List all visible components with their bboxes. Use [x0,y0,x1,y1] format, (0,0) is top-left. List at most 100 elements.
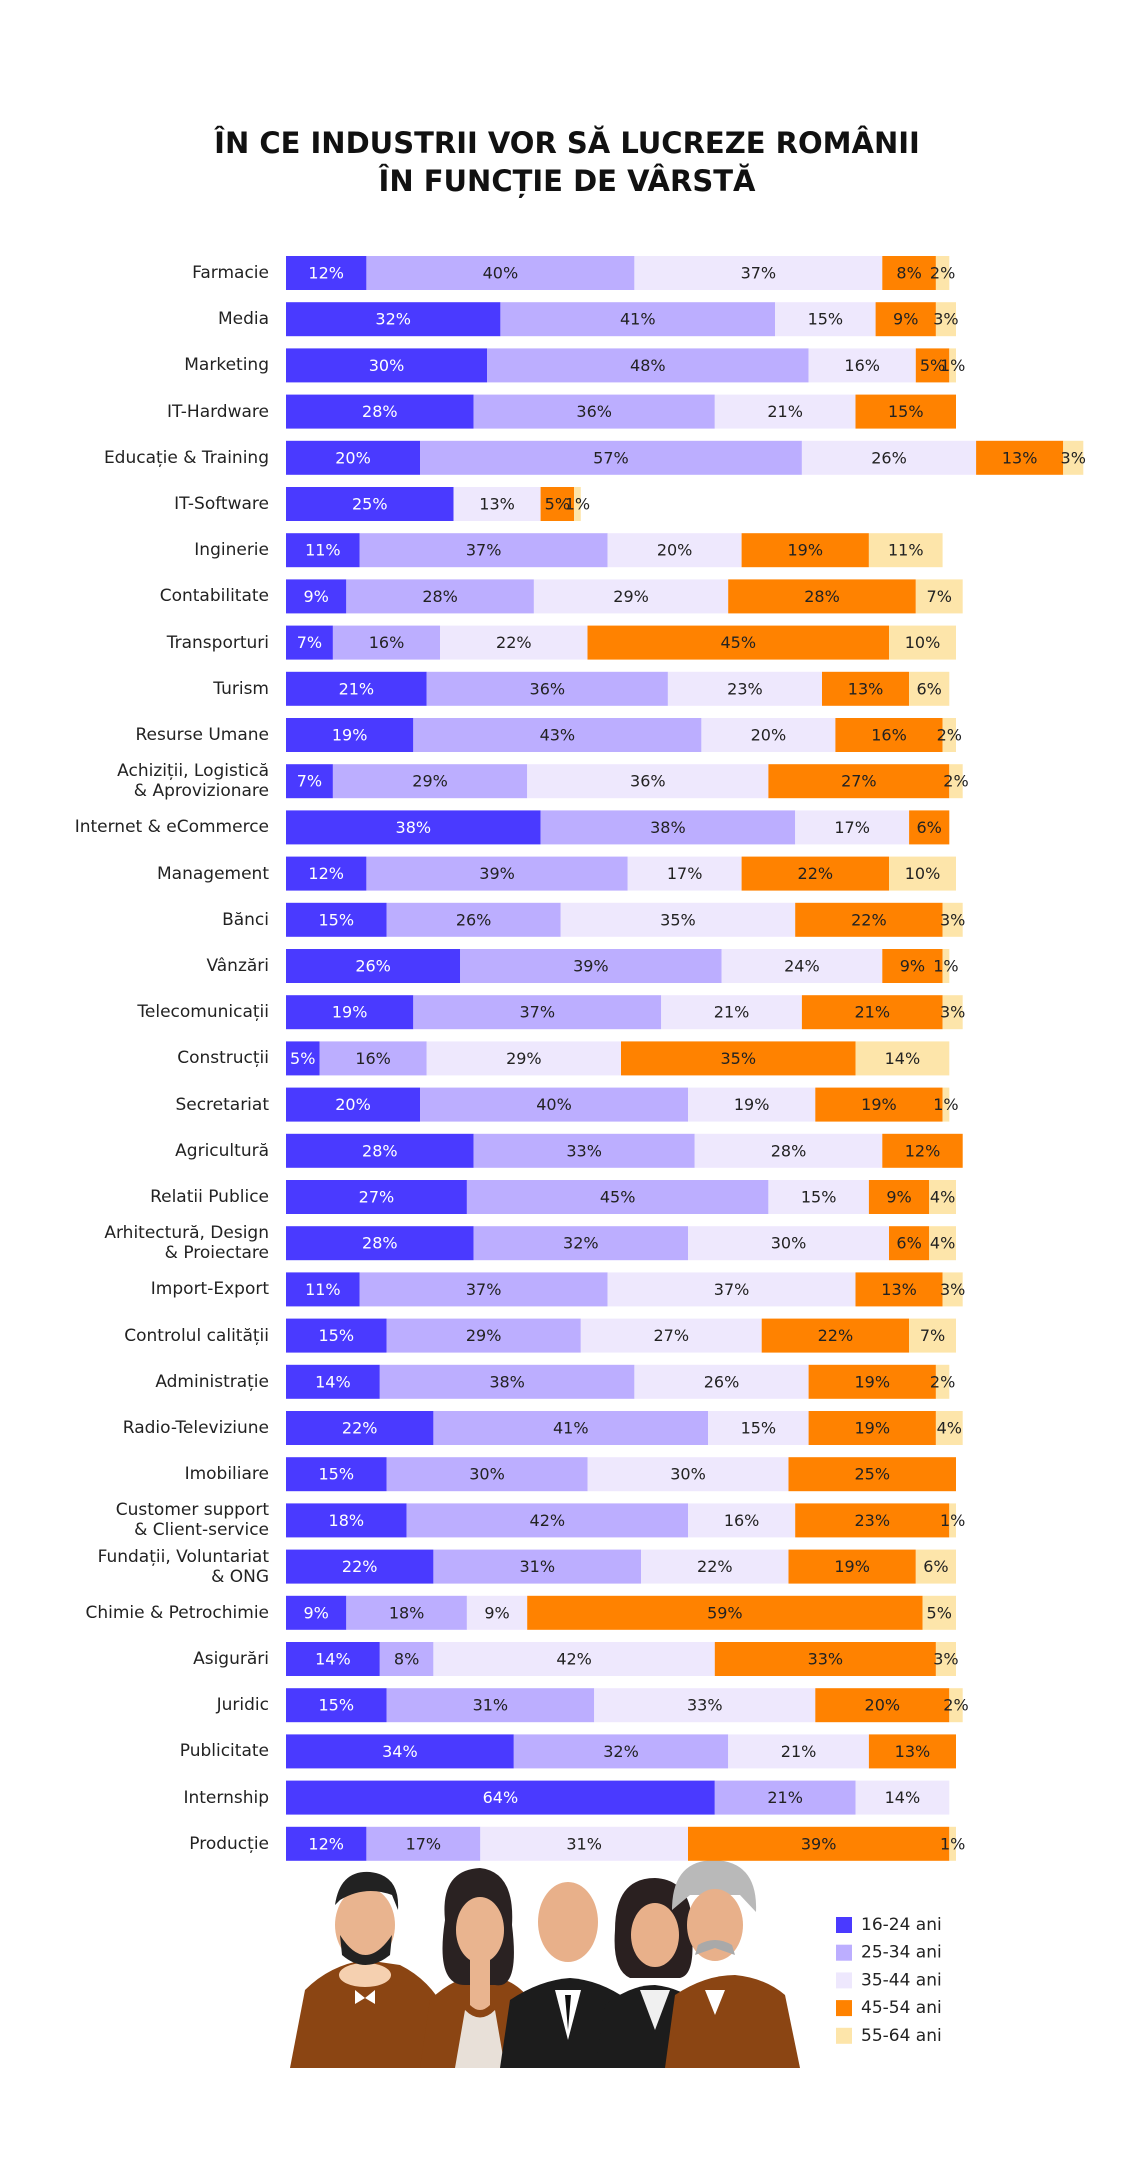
data-label: 16% [369,633,405,652]
data-label: 13% [881,1280,917,1299]
data-label: 14% [885,1049,921,1068]
data-label: 41% [620,310,656,329]
data-label: 18% [389,1603,425,1622]
data-label: 38% [396,818,432,837]
data-label: 36% [630,772,666,791]
bar-segment [855,394,956,429]
data-label: 25% [854,1465,890,1484]
data-label: 3% [940,1003,965,1022]
category-label: Fundații, Voluntariat & ONG [97,1546,269,1587]
bar-segment [406,1503,688,1538]
bar-segment [868,1734,956,1769]
bar-segment [949,348,956,383]
bar-segment [1063,440,1084,475]
bar-segment [413,995,662,1030]
data-label: 3% [933,1650,958,1669]
bar-segment [286,856,367,891]
data-label: 45% [600,1188,636,1207]
legend-label: 25-34 ani [861,1943,942,1963]
data-label: 24% [784,957,820,976]
data-label: 9% [900,957,925,976]
data-label: 1% [940,356,965,375]
data-label: 26% [456,910,492,929]
category-label: Resurse Umane [135,725,269,745]
bar-segment [768,1180,869,1214]
bar-segment [855,1780,950,1815]
bar-segment [889,625,956,660]
bar-segment [855,1041,950,1076]
data-label: 14% [315,1372,351,1391]
bar-segment [286,579,347,614]
bar-segment [513,1734,729,1769]
data-label: 59% [707,1603,743,1622]
bar-segment [286,348,487,383]
data-label: 16% [724,1511,760,1530]
data-label: 28% [804,587,840,606]
bar-segment [741,856,889,891]
legend-label: 45-54 ani [861,1998,942,2018]
legend-label: 35-44 ani [861,1970,942,1990]
bar-segment [935,1364,950,1399]
bar-segment [768,764,950,799]
bar-segment [868,1180,930,1214]
bar-segment [540,810,796,845]
bar-segment [540,487,575,521]
data-label: 3% [1061,448,1086,467]
bar-segment [346,579,534,614]
data-label: 21% [854,1003,890,1022]
bar-segment [366,1826,481,1861]
bar-segment [882,1133,963,1168]
bar-segment [433,1549,642,1584]
data-label: 33% [808,1650,844,1669]
bar-segment [915,1549,956,1584]
category-label: IT-Hardware [166,401,269,422]
bar-segment [621,1041,856,1076]
bar-segment [942,718,956,752]
bar-segment [634,256,883,290]
data-label: 11% [305,541,341,560]
bar-segment [788,1549,916,1584]
bar-segment [708,1411,809,1445]
data-label: 1% [933,957,958,976]
bar-segment [949,764,963,799]
bar-segment [533,579,729,614]
bar-segment [795,1503,950,1538]
data-label: 9% [886,1188,911,1207]
bar-segment [942,1087,950,1122]
bar-segment [741,533,869,568]
bar-segment [473,1226,688,1261]
category-label: Turism [213,678,269,699]
bar-segment [587,625,889,660]
data-label: 32% [563,1234,599,1253]
bar-segment [808,348,916,383]
bar-segment [795,810,910,845]
bar-segment [929,1180,956,1214]
category-label: Imobiliare [184,1464,269,1485]
data-label: 36% [530,679,566,698]
data-label: 19% [834,1557,870,1576]
data-label: 22% [798,864,834,883]
bar-segment [634,1364,809,1399]
data-label: 5% [290,1049,315,1068]
data-label: 1% [933,1095,958,1114]
bar-segment [801,995,943,1030]
bar-segment [935,302,956,337]
bar-segment [286,1226,474,1261]
data-label: 19% [332,726,368,745]
bar-segment [487,348,809,383]
data-label: 3% [940,910,965,929]
data-label: 35% [660,910,696,929]
data-label: 21% [714,1003,750,1022]
data-label: 20% [657,541,693,560]
bar-segment [721,949,883,983]
category-label: Asigurări [193,1649,269,1669]
data-label: 12% [905,1141,941,1160]
data-label: 28% [362,402,398,421]
data-label: 36% [576,402,612,421]
bar-segment [882,949,943,983]
category-label: Internet & eCommerce [74,817,269,838]
data-label: 6% [896,1234,921,1253]
data-label: 17% [667,864,703,883]
data-label: 31% [473,1696,509,1715]
